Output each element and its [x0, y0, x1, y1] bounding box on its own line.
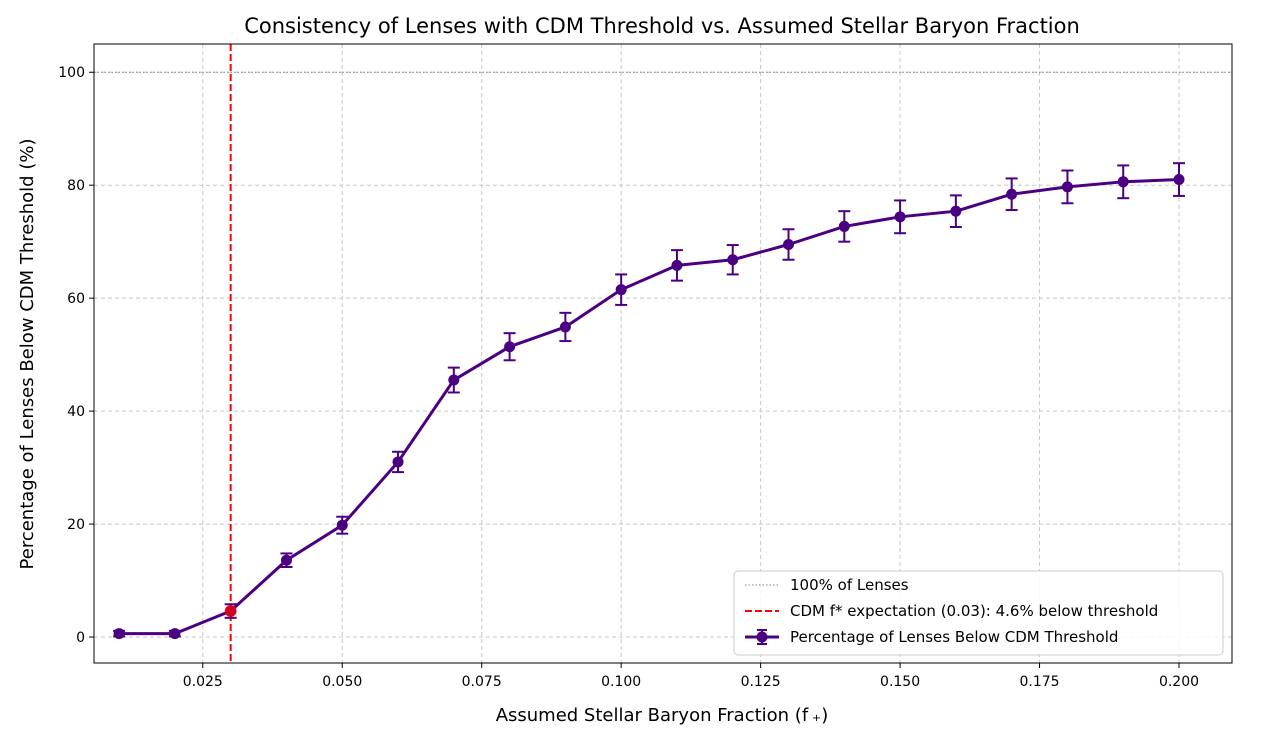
- y-tick-label: 0: [76, 630, 85, 646]
- highlight-point-cdm: [224, 605, 237, 618]
- data-point: [950, 205, 962, 217]
- reference-lines: [94, 44, 1232, 663]
- legend-label-cdm-expectation: CDM f* expectation (0.03): 4.6% below th…: [790, 602, 1158, 620]
- data-point: [783, 238, 795, 250]
- data-point: [1006, 188, 1018, 200]
- legend-label-reference-100: 100% of Lenses: [790, 576, 909, 594]
- grid: [94, 44, 1232, 663]
- y-tick-label: 40: [67, 404, 85, 420]
- legend-handle-series-marker: [756, 631, 768, 643]
- data-point: [448, 374, 460, 386]
- legend-box: [733, 570, 1224, 656]
- y-tick-label: 60: [67, 291, 85, 307]
- data-point: [615, 284, 627, 296]
- x-tick-label: 0.025: [183, 674, 223, 690]
- x-axis: 0.025 0.050 0.075 0.100 0.125 0.150 0.175 0.200: [183, 663, 1199, 690]
- data-point: [336, 519, 348, 531]
- data-point: [1173, 174, 1185, 186]
- legend: 100% of Lenses CDM f* expectation (0.03)…: [733, 570, 1224, 656]
- x-tick-label: 0.150: [880, 674, 920, 690]
- plot-area: [94, 44, 1232, 663]
- data-point: [727, 254, 739, 266]
- plot-frame: [93, 43, 1233, 664]
- y-tick-label: 20: [67, 517, 85, 533]
- data-point: [559, 321, 571, 333]
- data-point: [169, 628, 181, 640]
- x-axis-label: Assumed Stellar Baryon Fraction (f ₊): [496, 705, 829, 726]
- data-point: [280, 554, 292, 566]
- legend-label-series: Percentage of Lenses Below CDM Threshold: [790, 628, 1118, 646]
- data-point: [392, 456, 404, 468]
- series-line: [119, 178, 1180, 636]
- x-tick-label: 0.125: [741, 674, 781, 690]
- x-tick-label: 0.100: [601, 674, 641, 690]
- data-point: [113, 628, 125, 640]
- data-point: [1117, 176, 1129, 188]
- x-tick-label: 0.050: [322, 674, 362, 690]
- data-point: [1061, 181, 1073, 193]
- x-tick-label: 0.175: [1019, 674, 1059, 690]
- y-axis: 0 20 40 60 80 100: [58, 65, 94, 646]
- chart-title: Consistency of Lenses with CDM Threshold…: [244, 14, 1080, 38]
- y-tick-label: 100: [58, 65, 85, 81]
- data-point: [504, 341, 516, 353]
- y-tick-label: 80: [67, 178, 85, 194]
- data-point: [838, 220, 850, 232]
- x-tick-label: 0.075: [462, 674, 502, 690]
- x-tick-label: 0.200: [1159, 674, 1199, 690]
- y-axis-label: Percentage of Lenses Below CDM Threshold…: [17, 139, 38, 570]
- data-point: [894, 211, 906, 223]
- data-point: [671, 259, 683, 271]
- series-layer: [113, 162, 1186, 640]
